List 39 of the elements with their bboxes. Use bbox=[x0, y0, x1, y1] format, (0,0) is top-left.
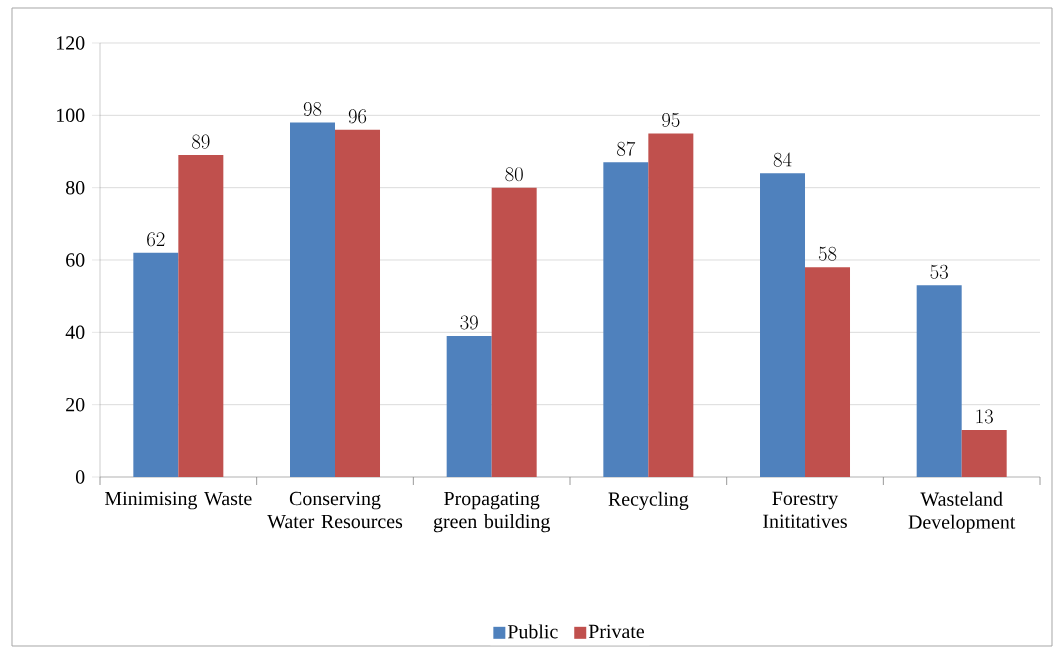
x-tick-label: Conserving Water Resources bbox=[267, 491, 403, 529]
bar bbox=[491, 187, 537, 477]
y-tick-label: 40 bbox=[65, 325, 85, 340]
bar bbox=[760, 173, 806, 477]
data-label: 96 bbox=[348, 109, 367, 124]
y-tick-label: 120 bbox=[57, 36, 85, 50]
data-label: 62 bbox=[147, 232, 165, 247]
data-label: 95 bbox=[662, 112, 680, 127]
bar bbox=[916, 285, 962, 477]
bar bbox=[648, 133, 694, 477]
data-label: 80 bbox=[505, 167, 523, 182]
x-tick-label: Forestry Inititatives bbox=[763, 491, 847, 528]
y-tick-label: 60 bbox=[66, 253, 85, 267]
y-tick-label: 100 bbox=[57, 108, 85, 123]
bar bbox=[603, 162, 649, 477]
data-label: 87 bbox=[617, 141, 636, 156]
y-tick-label: 0 bbox=[75, 470, 85, 484]
bar bbox=[290, 122, 335, 477]
y-tick-label: 80 bbox=[66, 180, 85, 195]
bar bbox=[335, 129, 380, 477]
bar bbox=[805, 267, 851, 477]
legend-label: Private bbox=[588, 624, 644, 639]
bar bbox=[178, 155, 224, 477]
legend-label: Public bbox=[507, 624, 558, 639]
data-label: 39 bbox=[460, 315, 478, 330]
bar bbox=[961, 429, 1007, 477]
data-label: 84 bbox=[773, 152, 792, 167]
bar bbox=[133, 252, 179, 477]
bar bbox=[446, 335, 492, 477]
data-label: 89 bbox=[192, 134, 210, 149]
data-label: 98 bbox=[303, 102, 322, 117]
x-tick-label: Minimising Waste bbox=[105, 491, 252, 510]
x-tick-label: Recycling bbox=[608, 491, 689, 510]
x-tick-label: Wasteland Development bbox=[908, 491, 1016, 533]
data-label: 13 bbox=[976, 409, 993, 424]
x-tick-label: Propagating green building bbox=[433, 491, 550, 533]
data-label: 58 bbox=[818, 246, 837, 261]
y-tick-label: 20 bbox=[66, 397, 85, 412]
data-label: 53 bbox=[930, 264, 948, 279]
